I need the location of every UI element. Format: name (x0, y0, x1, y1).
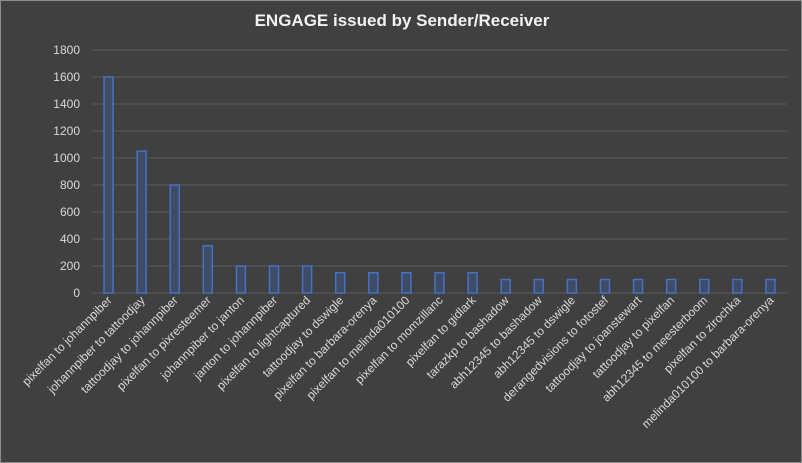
bar (368, 272, 379, 294)
bar (169, 184, 180, 294)
bar (103, 76, 114, 294)
bars (103, 76, 776, 294)
bar (566, 278, 578, 294)
bar (434, 272, 445, 294)
bar (235, 265, 247, 294)
y-tick-label: 800 (60, 178, 80, 192)
bar (136, 150, 147, 294)
y-tick-label: 1800 (53, 43, 80, 57)
bar (732, 278, 743, 294)
bar (665, 278, 677, 294)
y-tick-label: 200 (60, 259, 80, 273)
bar (533, 278, 545, 294)
bar (599, 278, 611, 294)
y-tick-label: 1400 (53, 97, 80, 111)
bar (467, 272, 478, 294)
bar (401, 272, 412, 294)
y-tick-label: 600 (60, 205, 80, 219)
y-tick-label: 0 (73, 286, 80, 300)
bar (202, 245, 214, 294)
bar (699, 278, 710, 294)
y-axis-ticks: 0 200 400 600 800 1000 1200 1400 1600 1800 (53, 43, 80, 300)
y-tick-label: 1600 (53, 70, 80, 84)
bar (632, 278, 644, 294)
y-tick-label: 1200 (53, 124, 80, 138)
y-tick-label: 1000 (53, 151, 80, 165)
y-tick-label: 400 (60, 232, 80, 246)
bar (500, 278, 511, 294)
gridlines (92, 49, 787, 294)
bar (301, 265, 313, 294)
bar (334, 272, 346, 294)
bar (268, 265, 280, 294)
bar (765, 278, 776, 294)
chart-title: ENGAGE issued by Sender/Receiver (254, 11, 550, 30)
